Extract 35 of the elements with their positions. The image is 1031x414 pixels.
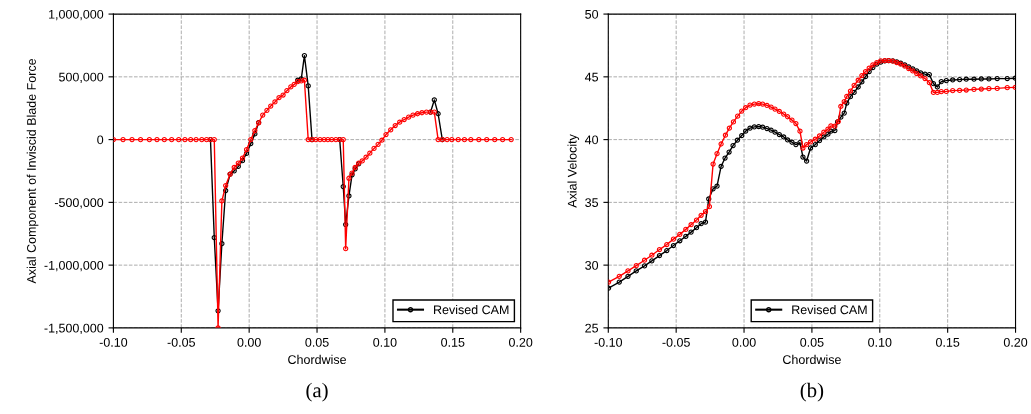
y-tick-label: 45	[584, 72, 599, 82]
x-tick-label: -0.05	[662, 337, 690, 347]
y-axis-title: Axial Component of Inviscid Blade Force	[26, 58, 39, 284]
x-tick-label: 0.10	[373, 337, 397, 347]
x-axis-title: Chordwise	[783, 354, 841, 364]
y-tick-label: 50	[585, 9, 599, 19]
legend-label: Revised CAM	[792, 304, 867, 315]
x-tick-label: 0.20	[508, 337, 533, 347]
text: (b)	[800, 382, 824, 402]
x-tick-label: 0.20	[1003, 337, 1028, 347]
y-tick-label: -1,000,000	[44, 260, 104, 272]
y-tick-label: 30	[585, 260, 599, 270]
y-tick-label: 0	[97, 135, 104, 145]
y-tick-label: 500,000	[59, 72, 104, 83]
x-tick-label: 0.05	[800, 337, 824, 347]
x-tick-label: 0.05	[305, 337, 329, 347]
x-tick-label: 0.00	[237, 337, 261, 347]
point	[431, 97, 437, 103]
y-tick-label: 35	[585, 198, 599, 208]
y-tick-label: 1,000,000	[49, 9, 104, 21]
x-tick-label: 0.15	[935, 337, 960, 347]
x-tick-label: -0.10	[594, 337, 623, 347]
x-tick-label: -0.05	[167, 337, 196, 347]
x-tick-label: 0.10	[868, 337, 892, 347]
x-axis-title: Chordwise	[288, 354, 346, 364]
y-tick-label: -1,500,000	[44, 323, 104, 335]
x-tick-label: 0.00	[732, 337, 756, 347]
y-axis-title: Axial Velocity	[567, 134, 580, 208]
x-tick-label: -0.10	[99, 337, 128, 347]
y-tick-label: -500,000	[54, 198, 104, 209]
legend-label: Revised CAM	[434, 304, 509, 315]
y-tick-label: 40	[584, 135, 599, 145]
text: (a)	[306, 382, 328, 402]
x-tick-label: 0.15	[441, 337, 465, 347]
y-tick-label: 25	[585, 323, 599, 333]
